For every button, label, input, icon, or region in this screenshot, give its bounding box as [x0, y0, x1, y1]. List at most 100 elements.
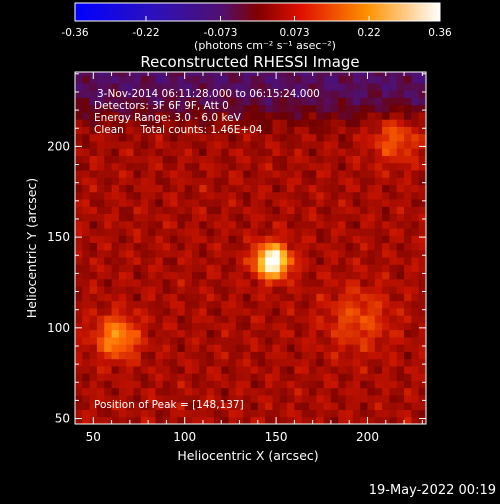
heatmap-cell [184, 140, 193, 149]
heatmap-cell [279, 72, 288, 77]
heatmap-cell [96, 97, 105, 106]
heatmap-cell [404, 133, 412, 142]
heatmap-cell [177, 184, 186, 193]
heatmap-cell [360, 278, 368, 287]
heatmap-cell [257, 300, 266, 309]
heatmap-cell [389, 409, 398, 418]
heatmap-cell [199, 264, 208, 273]
heatmap-cell [352, 126, 361, 135]
heatmap-cell [96, 387, 105, 396]
heatmap-cell [404, 264, 412, 273]
heatmap-cell [404, 373, 412, 381]
x-tick-label: 100 [173, 430, 196, 444]
heatmap-cell [301, 82, 310, 91]
heatmap-cell [148, 111, 156, 120]
heatmap-cell [126, 228, 134, 236]
heatmap-cell [162, 329, 171, 338]
heatmap-cell [75, 307, 83, 316]
heatmap-cell [272, 380, 281, 389]
heatmap-cell [374, 286, 383, 294]
heatmap-cell [89, 104, 98, 113]
heatmap-cell [104, 286, 113, 294]
heatmap-cell [96, 184, 105, 193]
heatmap-cell [272, 140, 281, 149]
heatmap-cell [177, 365, 186, 374]
heatmap-cell [301, 373, 310, 381]
heatmap-cell [309, 126, 317, 135]
heatmap-cell [96, 148, 105, 156]
heatmap-cell [265, 184, 273, 193]
heatmap-cell [396, 220, 405, 229]
heatmap-cell [111, 271, 120, 280]
heatmap-cell [250, 271, 259, 280]
heatmap-cell [111, 300, 120, 309]
heatmap-cell [389, 358, 398, 367]
heatmap-cell [360, 365, 368, 374]
heatmap-cell [345, 293, 354, 302]
heatmap-cell [301, 162, 310, 171]
heatmap-cell [82, 97, 91, 106]
heatmap-cell [206, 416, 215, 424]
heatmap-cell [396, 344, 405, 352]
heatmap-cell [111, 111, 120, 120]
heatmap-cell [404, 293, 412, 302]
heatmap-cell [111, 365, 120, 374]
heatmap-cell [89, 257, 98, 265]
heatmap-cell [389, 75, 398, 84]
heatmap-cell [104, 336, 113, 345]
heatmap-cell [96, 351, 105, 360]
heatmap-cell [170, 416, 178, 424]
heatmap-cell [184, 220, 193, 229]
heatmap-cell [199, 82, 208, 91]
heatmap-cell [338, 416, 347, 424]
heatmap-cell [294, 97, 303, 106]
heatmap-cell [330, 358, 339, 367]
heatmap-cell [75, 249, 83, 258]
heatmap-cell [360, 300, 368, 309]
heatmap-cell [199, 242, 208, 251]
heatmap-cell [162, 206, 171, 215]
heatmap-cell [265, 111, 273, 120]
heatmap-cell [360, 75, 368, 84]
heatmap-cell [170, 82, 178, 91]
heatmap-cell [294, 286, 303, 294]
heatmap-cell [301, 380, 310, 389]
heatmap-cell [250, 329, 259, 338]
heatmap-cell [177, 286, 186, 294]
heatmap-cell [360, 140, 368, 149]
heatmap-cell [316, 358, 325, 367]
heatmap-cell [360, 315, 368, 323]
heatmap-cell [250, 220, 259, 229]
heatmap-cell [155, 220, 164, 229]
heatmap-cell [382, 75, 390, 84]
heatmap-cell [111, 220, 120, 229]
heatmap-cell [250, 365, 259, 374]
heatmap-cell [287, 169, 295, 178]
heatmap-cell [126, 315, 134, 323]
heatmap-cell [250, 336, 259, 345]
heatmap-cell [404, 286, 412, 294]
heatmap-cell [206, 213, 215, 222]
heatmap-cell [323, 177, 332, 185]
colorbar-tick-label: 0.22 [357, 27, 380, 39]
heatmap-cell [206, 104, 215, 113]
heatmap-cell [118, 286, 127, 294]
heatmap-cell [199, 177, 208, 185]
heatmap-cell [323, 169, 332, 178]
heatmap-cell [265, 380, 273, 389]
heatmap-cell [96, 380, 105, 389]
heatmap-cell [411, 286, 420, 294]
heatmap-cell [104, 191, 113, 200]
heatmap-cell [170, 409, 178, 418]
heatmap-cell [367, 206, 376, 215]
heatmap-cell [155, 409, 164, 418]
heatmap-cell [404, 206, 412, 215]
heatmap-cell [235, 293, 244, 302]
heatmap-cell [301, 344, 310, 352]
heatmap-cell [360, 394, 368, 403]
heatmap-cell [177, 111, 186, 120]
heatmap-cell [140, 271, 149, 280]
heatmap-cell [133, 336, 142, 345]
heatmap-cell [330, 300, 339, 309]
